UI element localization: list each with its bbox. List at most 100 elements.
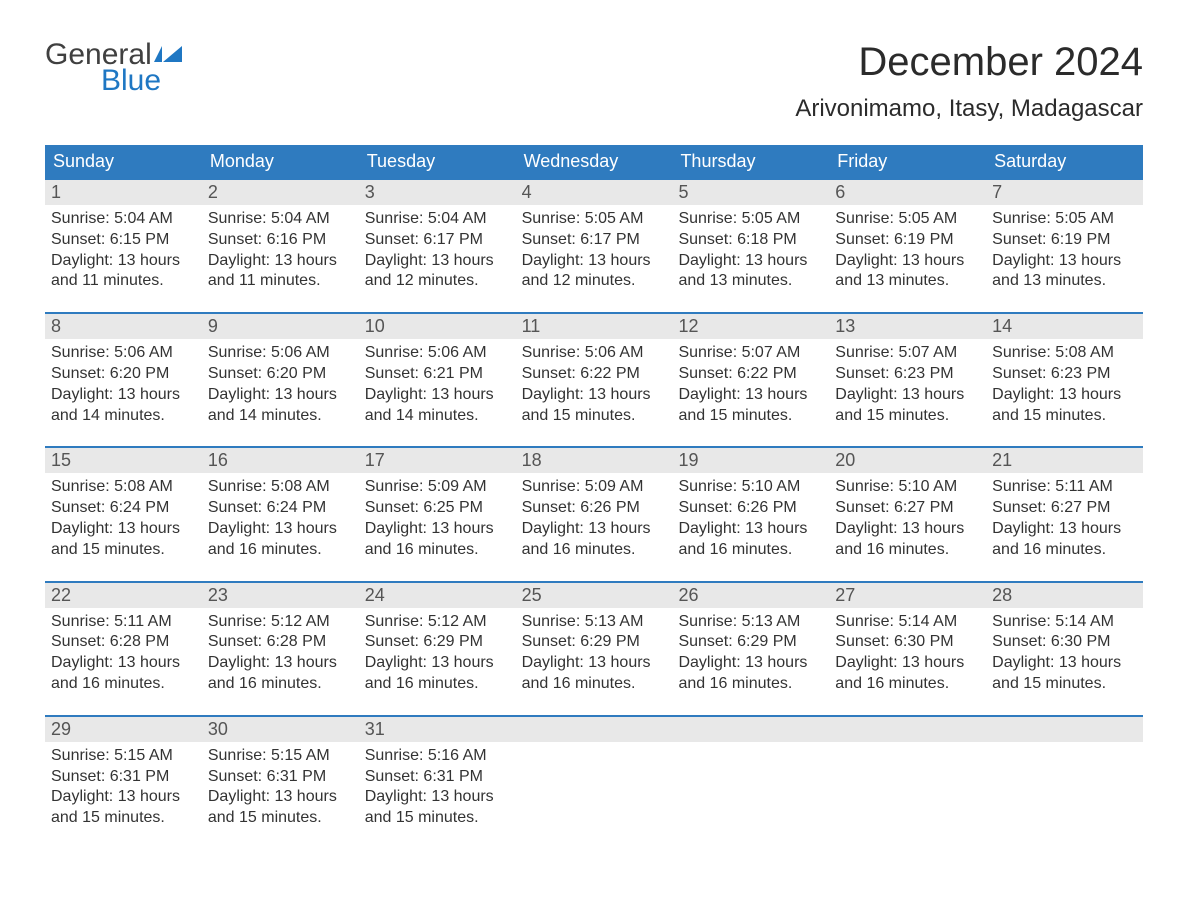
sunrise-line: Sunrise: 5:16 AM (365, 746, 510, 767)
dow-wednesday: Wednesday (516, 145, 673, 178)
day-body: Sunrise: 5:08 AMSunset: 6:24 PMDaylight:… (45, 473, 202, 562)
day-cell: 17Sunrise: 5:09 AMSunset: 6:25 PMDayligh… (359, 448, 516, 562)
day-cell: .Sunrise: Sunset: Daylight: (672, 717, 829, 831)
sunset-line: Sunset: 6:28 PM (51, 632, 196, 653)
daylight-line-2: and 11 minutes. (51, 271, 196, 292)
day-body: Sunrise: 5:13 AMSunset: 6:29 PMDaylight:… (516, 608, 673, 697)
sunset-line: Sunset: 6:26 PM (522, 498, 667, 519)
sunset-line: Sunset: 6:24 PM (208, 498, 353, 519)
sunrise-line: Sunrise: 5:15 AM (51, 746, 196, 767)
sunset-line: Sunset: 6:17 PM (365, 230, 510, 251)
sunrise-line: Sunrise: 5:09 AM (522, 477, 667, 498)
sunrise-line: Sunrise: 5:11 AM (992, 477, 1137, 498)
day-cell: 10Sunrise: 5:06 AMSunset: 6:21 PMDayligh… (359, 314, 516, 428)
day-body: Sunrise: 5:08 AMSunset: 6:24 PMDaylight:… (202, 473, 359, 562)
sunset-line: Sunset: 6:22 PM (678, 364, 823, 385)
day-body: Sunrise: 5:12 AMSunset: 6:28 PMDaylight:… (202, 608, 359, 697)
sunset-line: Sunset: 6:24 PM (51, 498, 196, 519)
dow-monday: Monday (202, 145, 359, 178)
sunrise-line: Sunrise: 5:05 AM (522, 209, 667, 230)
daylight-line-1: Daylight: 13 hours (365, 251, 510, 272)
sunrise-line: Sunrise: 5:15 AM (208, 746, 353, 767)
day-number: 14 (986, 314, 1143, 339)
sunset-line: Sunset: 6:29 PM (522, 632, 667, 653)
day-number: 6 (829, 180, 986, 205)
day-number: . (516, 717, 673, 742)
day-body: Sunrise: 5:04 AMSunset: 6:15 PMDaylight:… (45, 205, 202, 294)
daylight-line-2: and 16 minutes. (992, 540, 1137, 561)
daylight-line-1: Daylight: 13 hours (51, 385, 196, 406)
day-body: Sunrise: 5:09 AMSunset: 6:25 PMDaylight:… (359, 473, 516, 562)
day-body: Sunrise: 5:07 AMSunset: 6:22 PMDaylight:… (672, 339, 829, 428)
daylight-line-2: and 12 minutes. (365, 271, 510, 292)
daylight-line-2: and 16 minutes. (51, 674, 196, 695)
sunrise-line: Sunrise: 5:04 AM (365, 209, 510, 230)
sunrise-line: Sunrise: 5:12 AM (208, 612, 353, 633)
day-body: Sunrise: 5:10 AMSunset: 6:26 PMDaylight:… (672, 473, 829, 562)
day-number: 7 (986, 180, 1143, 205)
day-body: Sunrise: 5:11 AMSunset: 6:28 PMDaylight:… (45, 608, 202, 697)
sunrise-line: Sunrise: 5:04 AM (51, 209, 196, 230)
logo: General Blue (45, 40, 184, 96)
sunset-line: Sunset: 6:18 PM (678, 230, 823, 251)
sunrise-line: Sunrise: 5:09 AM (365, 477, 510, 498)
day-body: Sunrise: 5:05 AMSunset: 6:18 PMDaylight:… (672, 205, 829, 294)
day-number: 1 (45, 180, 202, 205)
day-number: 16 (202, 448, 359, 473)
day-cell: 30Sunrise: 5:15 AMSunset: 6:31 PMDayligh… (202, 717, 359, 831)
daylight-line-2: and 16 minutes. (208, 540, 353, 561)
day-body: Sunrise: 5:15 AMSunset: 6:31 PMDaylight:… (202, 742, 359, 831)
day-number: 29 (45, 717, 202, 742)
sunrise-line: Sunrise: 5:06 AM (51, 343, 196, 364)
sunrise-line: Sunrise: 5:05 AM (992, 209, 1137, 230)
sunset-line: Sunset: 6:20 PM (208, 364, 353, 385)
daylight-line-1: Daylight: 13 hours (835, 385, 980, 406)
sunset-line: Sunset: 6:19 PM (992, 230, 1137, 251)
page-header: General Blue December 2024 Arivonimamo, … (45, 40, 1143, 123)
daylight-line-2: and 16 minutes. (835, 674, 980, 695)
dow-friday: Friday (829, 145, 986, 178)
day-number: 30 (202, 717, 359, 742)
sunrise-line: Sunrise: 5:14 AM (992, 612, 1137, 633)
daylight-line-1: Daylight: 13 hours (992, 519, 1137, 540)
day-number: 28 (986, 583, 1143, 608)
daylight-line-1: Daylight: 13 hours (992, 653, 1137, 674)
day-number: . (986, 717, 1143, 742)
day-cell: 5Sunrise: 5:05 AMSunset: 6:18 PMDaylight… (672, 180, 829, 294)
daylight-line-2: and 16 minutes. (835, 540, 980, 561)
daylight-line-1: Daylight: 13 hours (835, 251, 980, 272)
sunrise-line: Sunrise: 5:08 AM (208, 477, 353, 498)
sunrise-line: Sunrise: 5:12 AM (365, 612, 510, 633)
daylight-line-2: and 15 minutes. (51, 540, 196, 561)
sunset-line: Sunset: 6:28 PM (208, 632, 353, 653)
week-row: 22Sunrise: 5:11 AMSunset: 6:28 PMDayligh… (45, 581, 1143, 697)
daylight-line-2: and 15 minutes. (51, 808, 196, 829)
sunrise-line: Sunrise: 5:13 AM (678, 612, 823, 633)
daylight-line-1: Daylight: 13 hours (208, 385, 353, 406)
calendar: SundayMondayTuesdayWednesdayThursdayFrid… (45, 145, 1143, 831)
day-number: 3 (359, 180, 516, 205)
sunrise-line: Sunrise: 5:06 AM (365, 343, 510, 364)
daylight-line-1: Daylight: 13 hours (365, 385, 510, 406)
day-cell: 9Sunrise: 5:06 AMSunset: 6:20 PMDaylight… (202, 314, 359, 428)
sunset-line: Sunset: 6:16 PM (208, 230, 353, 251)
daylight-line-1: Daylight: 13 hours (522, 385, 667, 406)
day-cell: 26Sunrise: 5:13 AMSunset: 6:29 PMDayligh… (672, 583, 829, 697)
sunrise-line: Sunrise: 5:06 AM (208, 343, 353, 364)
day-body: Sunrise: 5:06 AMSunset: 6:20 PMDaylight:… (45, 339, 202, 428)
days-of-week-header: SundayMondayTuesdayWednesdayThursdayFrid… (45, 145, 1143, 178)
daylight-line-2: and 13 minutes. (678, 271, 823, 292)
daylight-line-2: and 14 minutes. (365, 406, 510, 427)
sunrise-line: Sunrise: 5:14 AM (835, 612, 980, 633)
day-body: Sunrise: 5:08 AMSunset: 6:23 PMDaylight:… (986, 339, 1143, 428)
sunset-line: Sunset: 6:22 PM (522, 364, 667, 385)
day-number: 27 (829, 583, 986, 608)
daylight-line-2: and 16 minutes. (678, 674, 823, 695)
daylight-line-1: Daylight: 13 hours (208, 787, 353, 808)
day-cell: 15Sunrise: 5:08 AMSunset: 6:24 PMDayligh… (45, 448, 202, 562)
day-cell: .Sunrise: Sunset: Daylight: (829, 717, 986, 831)
day-body: Sunrise: 5:04 AMSunset: 6:16 PMDaylight:… (202, 205, 359, 294)
day-body: Sunrise: 5:14 AMSunset: 6:30 PMDaylight:… (829, 608, 986, 697)
day-cell: 12Sunrise: 5:07 AMSunset: 6:22 PMDayligh… (672, 314, 829, 428)
day-body: Sunrise: 5:06 AMSunset: 6:22 PMDaylight:… (516, 339, 673, 428)
